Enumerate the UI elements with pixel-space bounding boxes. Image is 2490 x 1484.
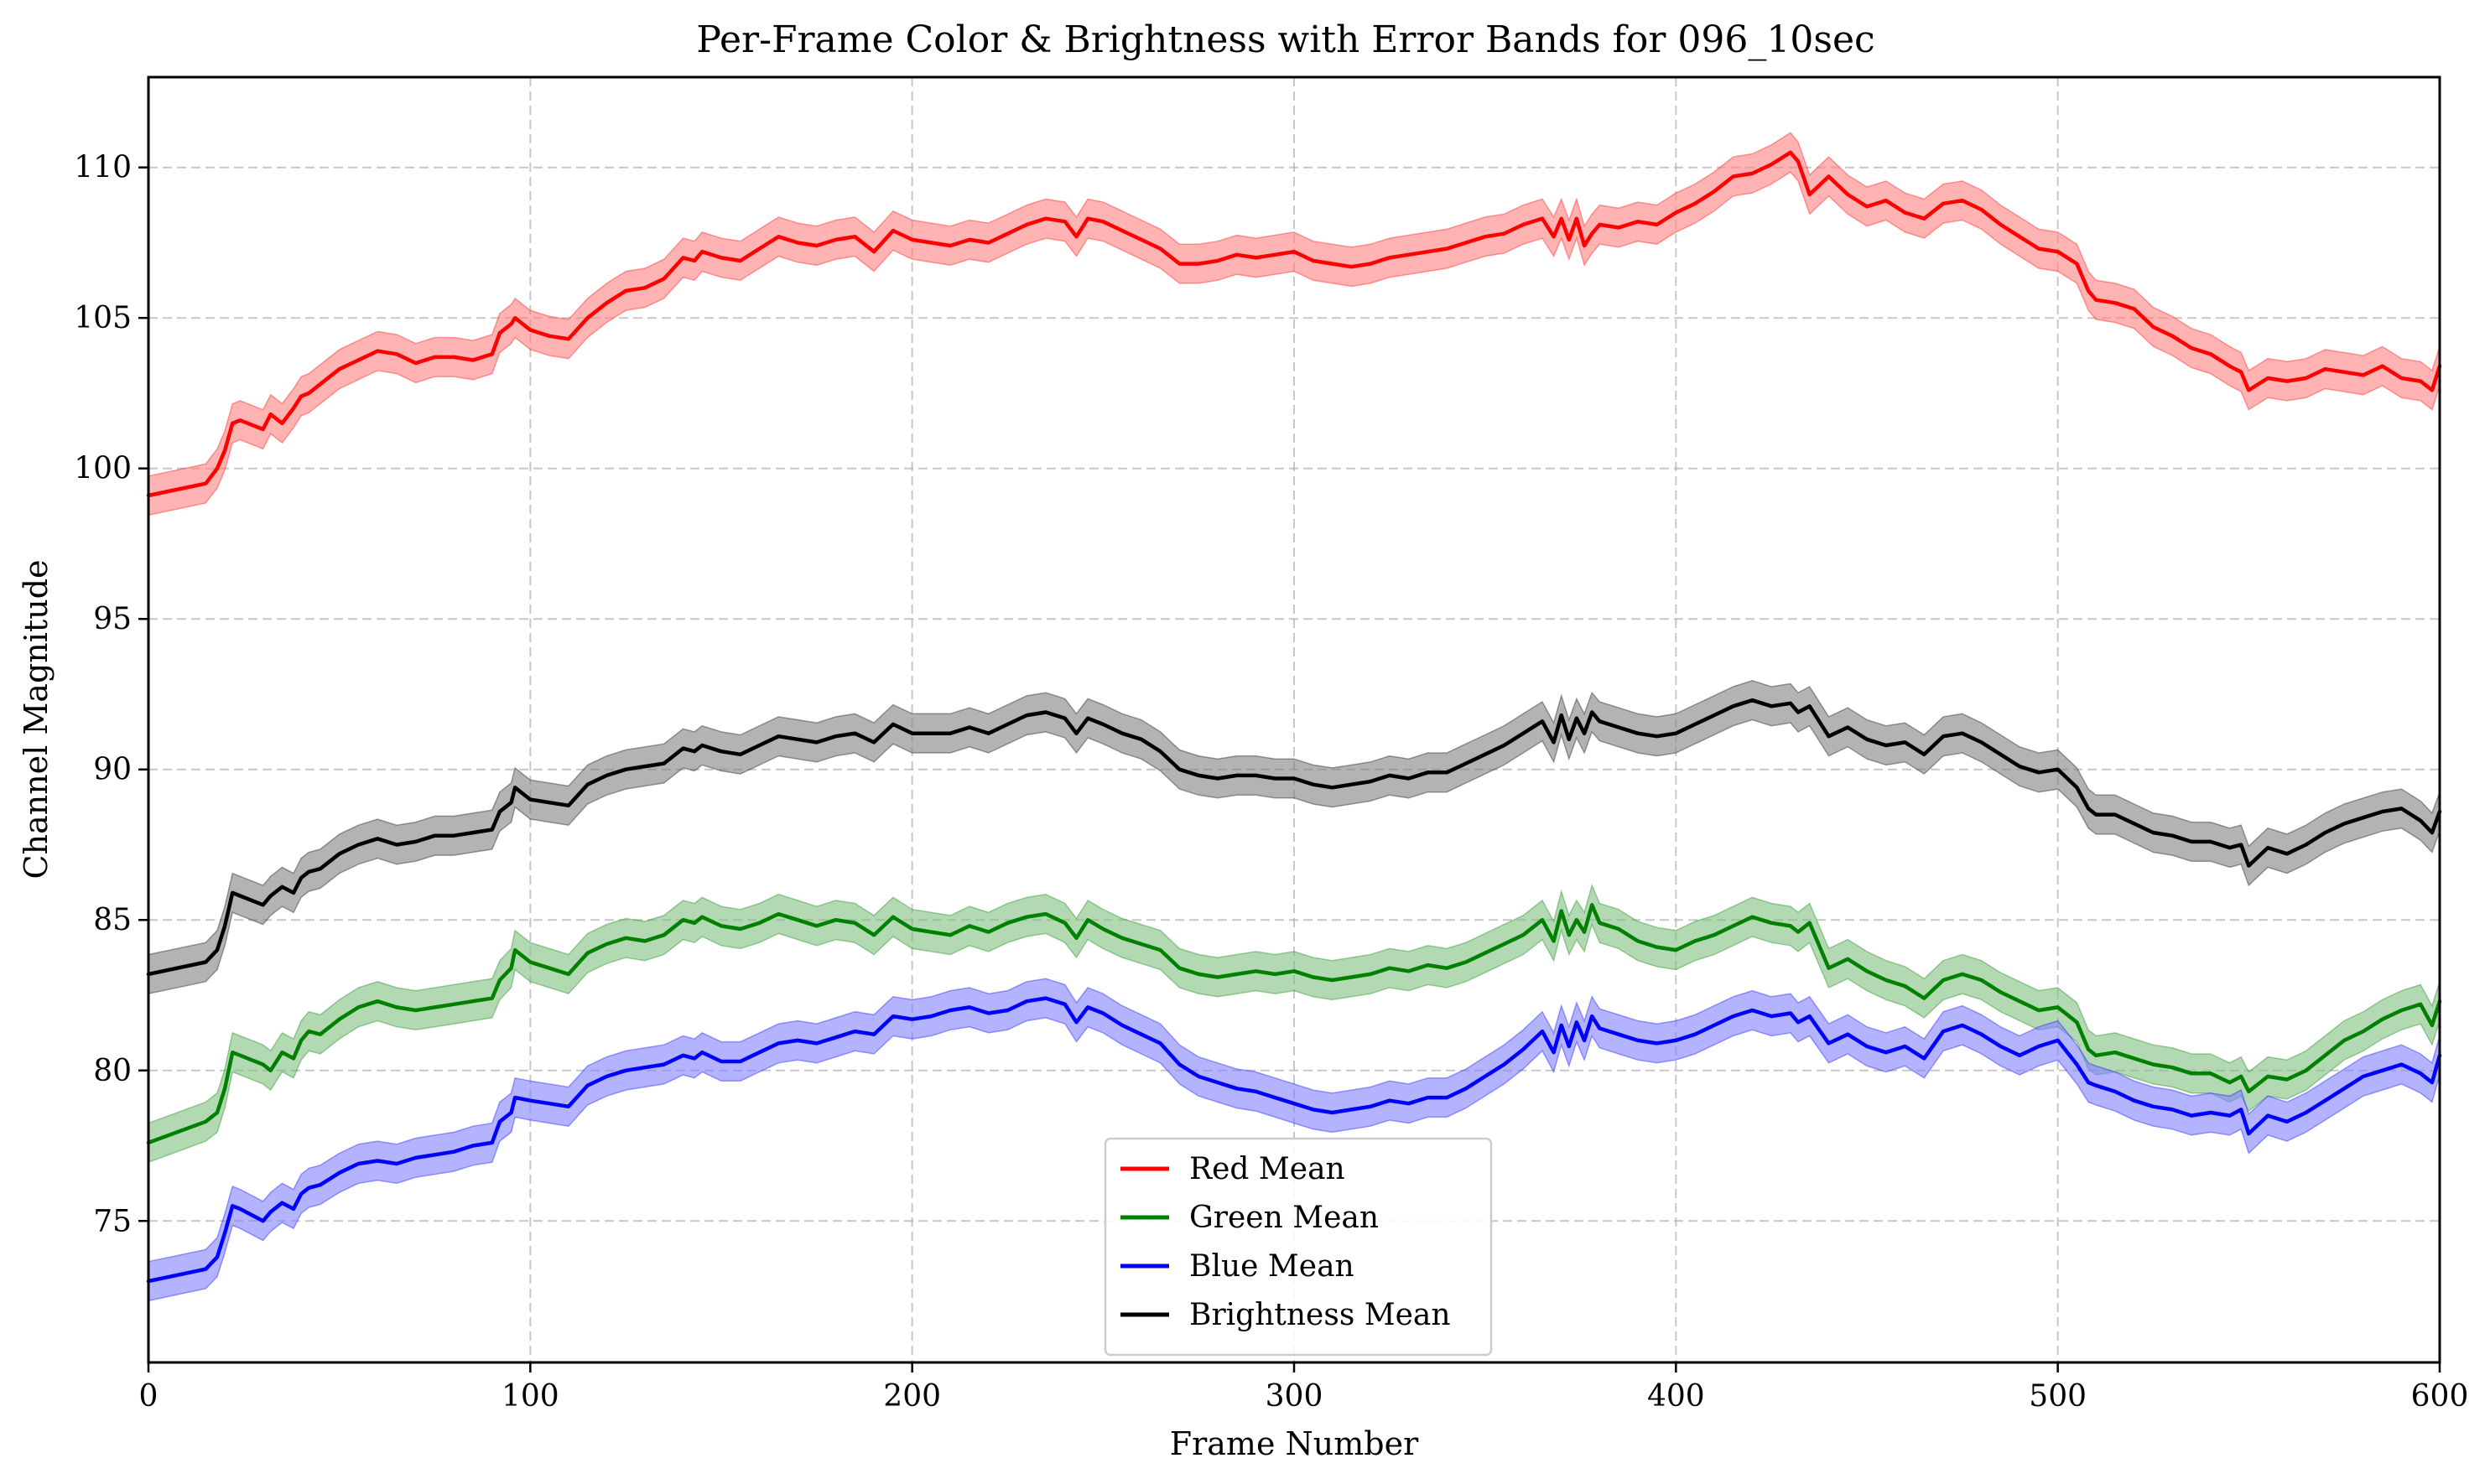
- axis-ticks: 0 100 200 300 400 500 600 75 80 85 90 95 100 105 110: [74, 151, 2468, 1414]
- x-tick-label: 400: [1647, 1379, 1705, 1414]
- legend-label-green-mean: Green Mean: [1189, 1201, 1379, 1235]
- legend: Red Mean Green Mean Blue Mean Brightness Me…: [1104, 1137, 1493, 1357]
- x-tick-label: 0: [139, 1379, 159, 1414]
- y-tick-label: 80: [93, 1054, 132, 1088]
- legend-label-blue-mean: Blue Mean: [1189, 1249, 1354, 1284]
- legend-label-red-mean: Red Mean: [1189, 1152, 1345, 1186]
- x-axis-label: Frame Number: [1170, 1425, 1419, 1462]
- y-axis-label: Channel Magnitude: [18, 560, 55, 880]
- chart-title: Per-Frame Color & Brightness with Error …: [696, 18, 1874, 61]
- series-lines: [146, 150, 2442, 1284]
- brightness-mean-line: [146, 698, 2442, 977]
- y-tick-label: 75: [93, 1204, 132, 1238]
- x-tick-label: 200: [883, 1379, 941, 1414]
- blue-mean-line: [146, 996, 2442, 1284]
- red-mean-line: [146, 150, 2442, 498]
- x-tick-label: 100: [502, 1379, 559, 1414]
- y-tick-label: 95: [93, 602, 132, 636]
- y-tick-label: 85: [93, 903, 132, 937]
- x-tick-label: 500: [2029, 1379, 2087, 1414]
- y-tick-label: 105: [74, 301, 132, 335]
- y-tick-label: 100: [74, 452, 132, 486]
- legend-box: [1104, 1137, 1493, 1357]
- x-tick-label: 600: [2411, 1379, 2469, 1414]
- x-tick-label: 300: [1266, 1379, 1323, 1414]
- green-mean-line: [146, 903, 2442, 1145]
- y-tick-label: 90: [93, 753, 132, 787]
- legend-label-brightness-mean: Brightness Mean: [1189, 1298, 1451, 1332]
- y-tick-label: 110: [74, 151, 132, 185]
